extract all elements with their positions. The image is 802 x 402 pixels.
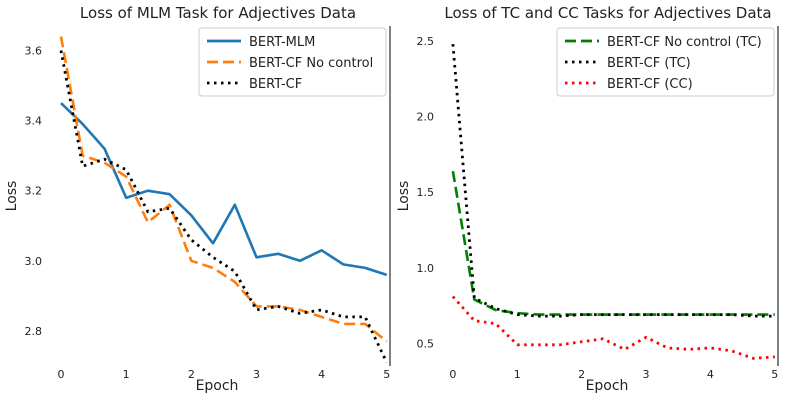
y-axis-label: Loss: [4, 181, 20, 212]
y-tick-label: 2.5: [417, 35, 435, 48]
chart-title: Loss of TC and CC Tasks for Adjectives D…: [444, 4, 771, 22]
y-tick-label: 1.0: [417, 262, 435, 275]
y-tick-label: 2.8: [25, 325, 43, 338]
y-tick-label: 1.5: [417, 186, 435, 199]
y-axis-label: Loss: [396, 181, 412, 212]
y-tick-label: 2.0: [417, 111, 435, 124]
legend-label: BERT-CF No control: [249, 56, 373, 71]
x-tick-label: 4: [318, 368, 325, 381]
legend-label: BERT-CF (TC): [607, 56, 691, 71]
y-tick-label: 3.6: [25, 45, 43, 58]
legend-label: BERT-CF No control (TC): [607, 35, 762, 50]
x-tick-label: 0: [449, 368, 456, 381]
legend-box: [198, 27, 387, 97]
x-tick-label: 3: [643, 368, 650, 381]
chart-tc-cc-loss: Loss of TC and CC Tasks for Adjectives D…: [396, 4, 779, 394]
x-tick-label: 2: [188, 368, 195, 381]
legend-label: BERT-CF: [249, 77, 302, 92]
x-tick-label: 3: [253, 368, 260, 381]
series-line-2: [451, 43, 775, 318]
x-tick-label: 0: [58, 368, 65, 381]
y-tick-label: 3.2: [25, 185, 43, 198]
legend-label: BERT-MLM: [249, 35, 315, 50]
series-line-1: [60, 102, 388, 277]
x-tick-label: 2: [578, 368, 585, 381]
x-axis-label: Epoch: [586, 378, 629, 394]
x-tick-label: 1: [123, 368, 130, 381]
legend-box: [556, 27, 775, 97]
x-tick-label: 5: [383, 368, 390, 381]
y-tick-label: 3.0: [25, 255, 43, 268]
legend: BERT-CF No control (TC) BERT-CF (TC) BERT-…: [556, 27, 775, 97]
x-axis-label: Epoch: [196, 378, 239, 394]
x-tick-label: 1: [514, 368, 521, 381]
chart-mlm-loss: Loss of MLM Task for Adjectives Data 0 1 2 3…: [4, 4, 391, 394]
series-line-1: [451, 170, 775, 316]
series-line-2: [59, 36, 388, 343]
legend-label: BERT-CF (CC): [607, 77, 693, 92]
series-line-3: [451, 295, 775, 360]
legend: BERT-MLM BERT-CF No control BERT-CF: [198, 27, 387, 97]
x-tick-label: 5: [771, 368, 778, 381]
y-tick-label: 0.5: [417, 337, 435, 350]
y-tick-label: 3.4: [25, 115, 43, 128]
series-line-3: [59, 50, 388, 364]
x-tick-label: 4: [707, 368, 714, 381]
chart-title: Loss of MLM Task for Adjectives Data: [80, 4, 356, 22]
